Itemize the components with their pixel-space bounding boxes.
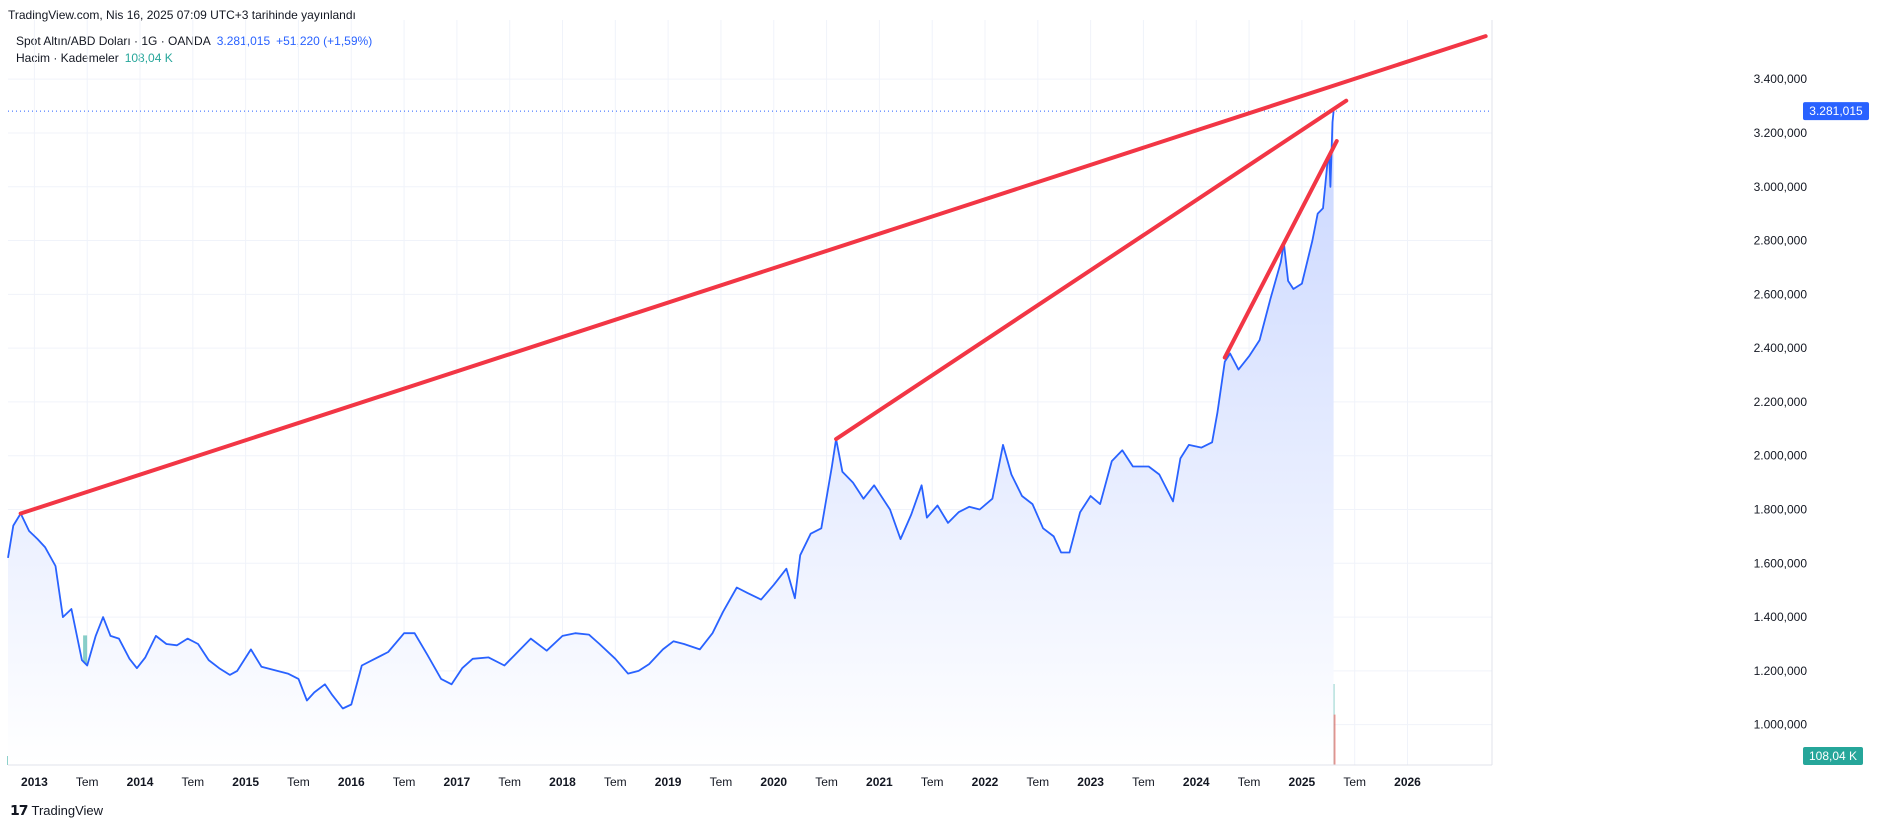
price-tick-label: 2.600,000: [1754, 287, 1808, 301]
price-line: [7, 111, 1335, 710]
time-tick-label: Tem: [498, 775, 521, 789]
time-tick-label: Tem: [815, 775, 838, 789]
time-tick-label: 2019: [655, 775, 682, 789]
last-volume-tag-label: 108,04 K: [1809, 749, 1857, 763]
price-tick-label: 3.000,000: [1754, 180, 1808, 194]
price-tags: 3.281,015 108,04 K: [1803, 102, 1869, 765]
axes[interactable]: 1.000,000 1.200,000 1.400,000 1.600,000 1.80…: [8, 20, 1807, 789]
symbol-name[interactable]: Spot Altın/ABD Doları · 1G · OANDA: [16, 34, 211, 48]
time-tick-label: Tem: [604, 775, 627, 789]
price-tick-label: 1.400,000: [1754, 610, 1808, 624]
time-tick-label: 2025: [1289, 775, 1316, 789]
price-area-fill: [8, 111, 1334, 765]
trendline[interactable]: [1222, 139, 1339, 360]
time-tick-label: Tem: [182, 775, 205, 789]
last-price: 3.281,015: [216, 34, 271, 48]
time-tick-label: 2014: [127, 775, 154, 789]
price-tick-label: 3.400,000: [1754, 72, 1808, 86]
price-tick-label: 2.400,000: [1754, 341, 1808, 355]
footer-brand[interactable]: 𝟭𝟳 TradingView: [10, 802, 103, 819]
time-tick-label: 2015: [232, 775, 259, 789]
time-tick-label: Tem: [1132, 775, 1155, 789]
price-tick-label: 1.200,000: [1754, 664, 1808, 678]
trendlines[interactable]: [18, 34, 1488, 516]
time-tick-label: Tem: [1026, 775, 1049, 789]
price-legend-row[interactable]: Spot Altın/ABD Doları · 1G · OANDA 3.281…: [16, 33, 372, 50]
time-tick-label: 2013: [21, 775, 48, 789]
last-price-tag: [1803, 102, 1869, 121]
last-price-tag-label: 3.281,015: [1809, 104, 1863, 118]
time-tick-label: 2021: [866, 775, 893, 789]
price-tick-label: 2.000,000: [1754, 449, 1808, 463]
time-tick-label: Tem: [710, 775, 733, 789]
price-tick-label: 3.200,000: [1754, 126, 1808, 140]
time-tick-label: Tem: [1343, 775, 1366, 789]
price-area: [7, 110, 1492, 765]
price-tick-label: 2.800,000: [1754, 234, 1808, 248]
time-tick-label: Tem: [287, 775, 310, 789]
time-tick-label: 2016: [338, 775, 365, 789]
price-tick-label: 1.000,000: [1754, 718, 1808, 732]
volume-legend-row[interactable]: Hacim · Kademeler 108,04 K: [16, 50, 372, 67]
price-tick-label: 2.200,000: [1754, 395, 1808, 409]
time-tick-label: Tem: [921, 775, 944, 789]
brand-name: TradingView: [31, 803, 104, 818]
time-tick-label: 2018: [549, 775, 576, 789]
time-tick-label: 2017: [444, 775, 471, 789]
chart-legend: Spot Altın/ABD Doları · 1G · OANDA 3.281…: [16, 33, 372, 67]
time-tick-label: 2020: [760, 775, 787, 789]
published-header: TradingView.com, Nis 16, 2025 07:09 UTC+…: [8, 8, 356, 22]
time-tick-label: Tem: [1238, 775, 1261, 789]
time-tick-label: Tem: [393, 775, 416, 789]
time-tick-label: 2023: [1077, 775, 1104, 789]
tradingview-logo-icon: 𝟭𝟳: [10, 802, 29, 818]
time-tick-label: 2026: [1394, 775, 1421, 789]
time-tick-label: Tem: [76, 775, 99, 789]
trendline[interactable]: [834, 98, 1349, 442]
price-tick-label: 1.800,000: [1754, 502, 1808, 516]
time-tick-label: 2024: [1183, 775, 1210, 789]
trendline[interactable]: [18, 34, 1488, 516]
volume-value: 108,04 K: [124, 51, 173, 65]
last-volume-tag: [1803, 747, 1863, 765]
time-tick-label: 2022: [972, 775, 999, 789]
volume-indicator-name[interactable]: Hacim · Kademeler: [16, 51, 119, 65]
price-change: +51,220 (+1,59%): [276, 34, 373, 48]
price-tick-label: 1.600,000: [1754, 556, 1808, 570]
